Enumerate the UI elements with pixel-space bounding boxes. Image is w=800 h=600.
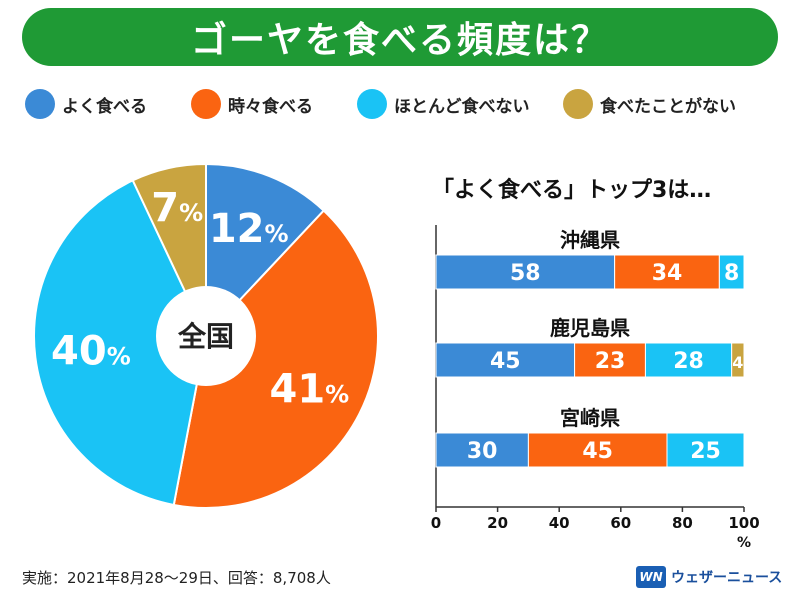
bar-segment-r1-s3 xyxy=(718,254,745,290)
x-tick-label-4: 60 xyxy=(610,514,631,532)
title-banner: ゴーヤを食べる頻度は？ xyxy=(22,8,778,66)
legend-label-rarely: ほとんど食べない xyxy=(394,96,530,117)
legend-swatch-never xyxy=(563,89,593,119)
x-tick-label-2: 20 xyxy=(487,514,508,532)
legend-swatch-sometimes xyxy=(191,89,221,119)
bar-category-label-1: 沖縄県 xyxy=(560,228,620,252)
bar-segment-r3-s1 xyxy=(435,432,529,468)
x-axis-label: % xyxy=(737,535,751,551)
brand: WN ウェザーニュース xyxy=(636,566,782,588)
legend-label-never: 食べたことがない xyxy=(600,96,736,117)
pie-value-label-2: 41% xyxy=(269,367,349,413)
pie-slice-2 xyxy=(172,209,379,509)
legend-swatch-rarely xyxy=(357,89,387,119)
stacked-bar-chart: 沖縄県 58 34 8 鹿児島県 45 23 28 4 宮崎県 30 45 25 0 20 40 60 80 100… xyxy=(431,225,760,551)
bar-value-label-r1-s2: 34 xyxy=(652,261,683,286)
bar-segment-r3-s3 xyxy=(666,432,745,468)
legend-item-often: よく食べる xyxy=(25,88,147,120)
footnote: 実施：2021年8月28〜29日、回答：8,708人 xyxy=(22,569,331,587)
bar-segment-r2-s3 xyxy=(644,342,733,378)
legend-label-sometimes: 時々食べる xyxy=(228,96,313,117)
brand-logo-icon: WN xyxy=(636,566,666,588)
chart-title: ゴーヤを食べる頻度は？ xyxy=(190,20,609,61)
legend-swatch-often xyxy=(25,89,55,119)
legend-item-rarely: ほとんど食べない xyxy=(357,88,530,120)
bar-value-label-r2-s2: 23 xyxy=(595,349,626,374)
bar-segment-r1-s2 xyxy=(614,254,720,290)
bar-category-label-2: 鹿児島県 xyxy=(550,316,630,340)
bar-value-label-r1-s1: 58 xyxy=(510,261,541,286)
x-tick-label-5: 80 xyxy=(672,514,693,532)
pie-center-hole xyxy=(156,286,256,386)
legend-item-never: 食べたことがない xyxy=(563,88,736,120)
legend-label-often: よく食べる xyxy=(62,96,147,117)
bar-value-label-r2-s1: 45 xyxy=(490,349,521,374)
x-tick-label-1: 0 xyxy=(431,514,441,532)
pie-slice-3 xyxy=(33,179,208,507)
bar-value-label-r3-s1: 30 xyxy=(467,439,498,464)
bar-value-label-r2-s3: 28 xyxy=(673,349,704,374)
pie-slice-1 xyxy=(205,162,326,339)
legend-item-sometimes: 時々食べる xyxy=(191,88,313,120)
bar-segment-r3-s2 xyxy=(527,432,668,468)
pie-chart: 全国 12% 41% 40% 7% xyxy=(33,162,379,509)
bar-value-label-r1-s3: 8 xyxy=(724,261,739,286)
bar-value-label-r3-s3: 25 xyxy=(690,439,721,464)
bar-section-title: 「よく食べる」トップ3は… xyxy=(432,178,712,203)
bar-segment-r2-s4 xyxy=(731,342,745,378)
x-tick-label-6: 100 xyxy=(728,514,759,532)
bar-value-label-r3-s2: 45 xyxy=(582,439,613,464)
pie-value-label-4: 7% xyxy=(151,185,203,231)
pie-value-label-1: 12% xyxy=(209,206,289,252)
brand-name: ウェザーニュース xyxy=(671,570,783,586)
bar-value-label-r2-s4: 4 xyxy=(732,353,743,372)
pie-value-label-3: 40% xyxy=(51,329,131,375)
x-tick-label-3: 40 xyxy=(549,514,570,532)
legend: よく食べる 時々食べる ほとんど食べない 食べたことがない xyxy=(25,88,785,120)
bar-segment-r2-s1 xyxy=(435,342,576,378)
bar-category-label-3: 宮崎県 xyxy=(560,406,620,430)
pie-center-label: 全国 xyxy=(177,320,234,353)
